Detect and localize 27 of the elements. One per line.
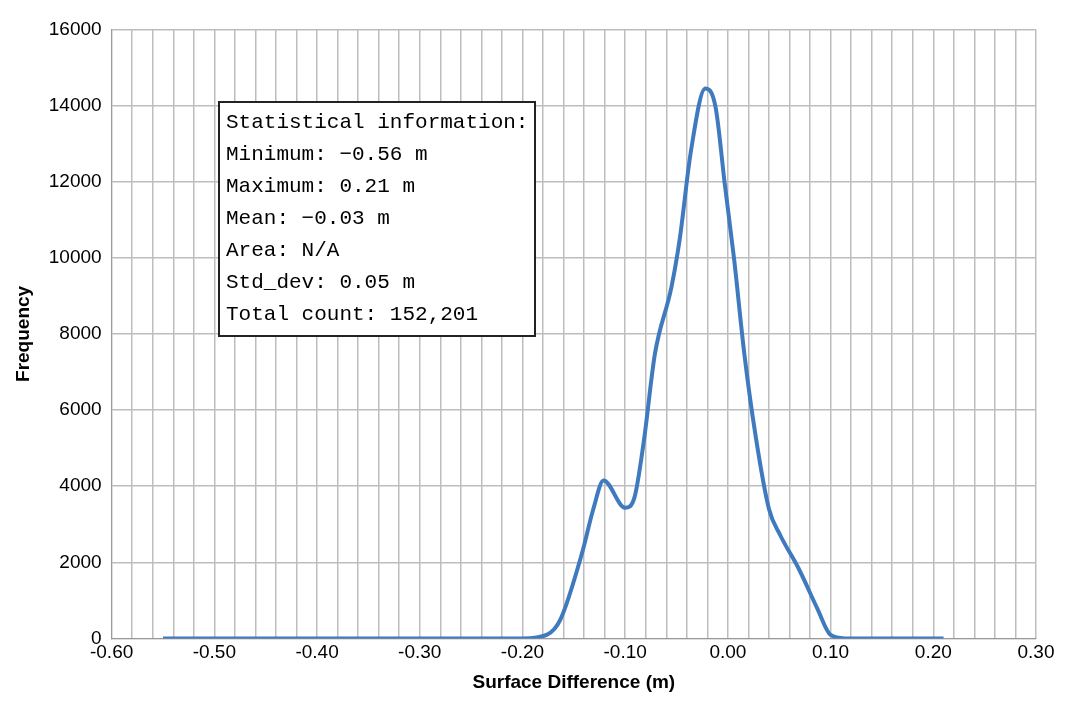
- x-axis-title: Surface Difference (m): [472, 670, 676, 692]
- y-tick-label: 2000: [59, 550, 102, 572]
- x-tick-label: -0.40: [295, 641, 339, 663]
- x-tick-label: 0.20: [914, 641, 952, 663]
- y-tick-label: 16000: [48, 17, 102, 39]
- y-axis-title: Frequency: [11, 285, 33, 382]
- annotation: Area: N/A: [226, 238, 341, 264]
- annotation: Minimum: −0.56 m: [226, 142, 429, 168]
- annotation: Statistical information:: [226, 110, 529, 136]
- y-tick-label: 6000: [59, 398, 102, 420]
- x-tick-label: -0.20: [500, 641, 545, 663]
- x-tick-label: -0.10: [603, 641, 647, 663]
- line-series: [160, 86, 946, 639]
- y-tick-label: 4000: [59, 474, 102, 496]
- y-tick-label: 10000: [48, 246, 102, 268]
- x-tick-label: -0.50: [192, 641, 236, 663]
- x-tick-label: 0.00: [709, 641, 747, 663]
- y-tick-label: 8000: [59, 322, 102, 344]
- annotation: Mean: −0.03 m: [226, 206, 391, 232]
- x-tick-label: 0.30: [1017, 641, 1055, 663]
- x-tick-label: 0.10: [812, 641, 850, 663]
- y-tick-label: 12000: [48, 169, 102, 191]
- x-tick-label: -0.30: [398, 641, 442, 663]
- annotation: Maximum: 0.21 m: [226, 174, 417, 200]
- annotation: Total count: 152,201: [226, 302, 480, 328]
- y-tick-label: 14000: [48, 93, 102, 115]
- annotation: Std_dev: 0.05 m: [226, 270, 417, 296]
